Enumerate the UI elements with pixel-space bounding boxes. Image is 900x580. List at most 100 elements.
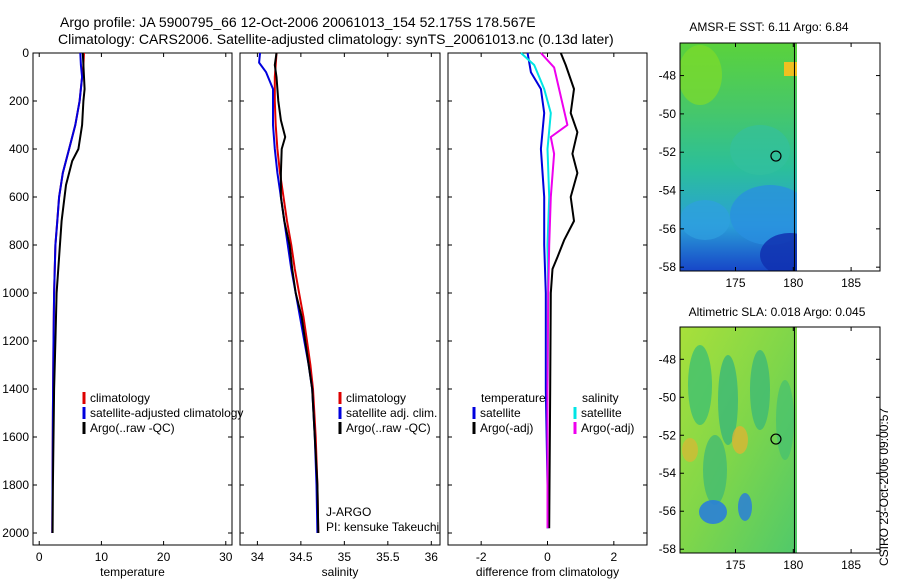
sst-mid-patch — [730, 125, 790, 175]
argo-location-marker — [770, 150, 782, 162]
x-tick-label: 35 — [338, 550, 352, 564]
legend-header-salinity: salinity — [582, 391, 619, 405]
temperature-legend: climatology satellite-adjusted climatolo… — [82, 391, 243, 435]
series-line — [258, 52, 319, 534]
legend-label: Argo(-adj) — [480, 421, 533, 435]
legend-label: Argo(-adj) — [581, 421, 634, 435]
y-tick-label: -52 — [659, 145, 677, 159]
sla-eddy — [738, 493, 752, 521]
y-tick-label: 800 — [9, 238, 29, 252]
legend-label: satellite — [480, 406, 521, 420]
plot-frame — [32, 52, 233, 546]
legend-label: climatology — [346, 391, 406, 405]
watermark: CSIRO 23-Oct-2006 09:00:57 — [877, 408, 891, 566]
series-line — [51, 52, 84, 534]
x-tick-label: 35.5 — [376, 550, 400, 564]
sst-cold-patch — [680, 200, 730, 240]
y-tick-label: 2000 — [2, 526, 29, 540]
x-axis-label: temperature — [100, 565, 165, 579]
y-tick-label: 0 — [22, 46, 29, 60]
y-tick-label: -58 — [659, 260, 677, 274]
y-tick-label: -50 — [659, 390, 677, 404]
sla-low-band — [688, 345, 712, 425]
y-tick-label: -48 — [659, 69, 677, 83]
sla-low-band — [718, 355, 738, 445]
y-tick-label: -58 — [659, 542, 677, 556]
argo-location-marker — [770, 433, 782, 445]
x-tick-label: 20 — [157, 550, 171, 564]
y-tick-label: 1000 — [2, 286, 29, 300]
difference-legend: temperature salinity satellite Argo(-adj… — [472, 391, 634, 435]
annotation-pi: PI: kensuke Takeuchi — [326, 520, 439, 534]
temperature-panel: 0 10 20 30 0 200 400 600 800 1000 1200 1400 1600 1800… — [2, 46, 232, 579]
series-line — [548, 52, 579, 529]
salinity-panel: 34 34.5 35 35.5 36 salinity — [239, 52, 441, 579]
sla-map: 175 180 185 -48 -50 -52 -54 -56 -58 — [659, 326, 881, 572]
legend-label: Argo(..raw -QC) — [90, 421, 175, 435]
y-tick-label: 600 — [9, 190, 29, 204]
y-tick-label: 1200 — [2, 334, 29, 348]
sst-warm-patch — [680, 45, 722, 105]
salinity-legend: climatology satellite adj. clim. Argo(..… — [326, 391, 439, 534]
y-tick-label: -54 — [659, 184, 677, 198]
plot-frame — [239, 52, 441, 546]
sst-map-axes: 175 180 185 -48 -50 -52 -54 -56 -58 — [659, 43, 880, 290]
series-line — [273, 52, 320, 534]
sla-map-axes: 175 180 185 -48 -50 -52 -54 -56 -58 — [659, 327, 880, 572]
x-tick-label: 2 — [610, 550, 617, 564]
x-tick-label: 185 — [841, 558, 861, 572]
legend-label: satellite-adjusted climatology — [90, 406, 243, 420]
x-tick-label: 34 — [251, 550, 265, 564]
sla-map-title: Altimetric SLA: 0.018 Argo: 0.045 — [689, 305, 866, 319]
y-tick-label: 1400 — [2, 382, 29, 396]
legend-header-temperature: temperature — [481, 391, 546, 405]
x-tick-label: 175 — [725, 276, 745, 290]
legend-label: satellite — [581, 406, 622, 420]
title-line-2: Climatology: CARS2006. Satellite-adjuste… — [58, 31, 614, 47]
sst-warm-spot — [784, 62, 797, 76]
title-line-1: Argo profile: JA 5900795_66 12-Oct-2006 … — [60, 14, 536, 30]
y-tick-label: 200 — [9, 94, 29, 108]
sst-cold-patch — [760, 233, 797, 271]
series-line — [526, 52, 549, 529]
x-axis-label: difference from climatology — [476, 565, 619, 579]
sst-map-title: AMSR-E SST: 6.11 Argo: 6.84 — [689, 20, 849, 34]
sla-high-spot — [682, 438, 698, 462]
x-tick-label: -2 — [476, 550, 487, 564]
x-tick-label: 36 — [425, 550, 439, 564]
x-tick-label: 0 — [36, 550, 43, 564]
y-tick-label: -56 — [659, 504, 677, 518]
sla-map-frame — [679, 326, 881, 554]
x-axis-label: salinity — [322, 565, 359, 579]
legend-label: climatology — [90, 391, 150, 405]
annotation-program: J-ARGO — [326, 505, 371, 519]
sla-low-band — [776, 380, 794, 460]
x-tick-label: 0 — [544, 550, 551, 564]
y-tick-label: -52 — [659, 428, 677, 442]
y-tick-label: -56 — [659, 222, 677, 236]
sst-map: 175 180 185 -48 -50 -52 -54 -56 -58 — [659, 42, 881, 290]
x-tick-label: 10 — [95, 550, 109, 564]
legend-label: Argo(..raw -QC) — [346, 421, 431, 435]
sla-eddy — [699, 500, 727, 524]
series-line — [51, 52, 86, 534]
y-tick-label: -48 — [659, 352, 677, 366]
x-tick-label: 185 — [841, 276, 861, 290]
x-tick-label: 175 — [725, 558, 745, 572]
sla-low-band — [750, 350, 770, 430]
y-tick-label: 1800 — [2, 478, 29, 492]
sst-map-frame — [679, 42, 881, 272]
y-tick-label: 1600 — [2, 430, 29, 444]
sla-low-band — [703, 435, 727, 505]
x-tick-label: 180 — [783, 276, 803, 290]
series-line — [540, 52, 569, 529]
x-tick-label: 30 — [219, 550, 233, 564]
x-tick-label: 34.5 — [289, 550, 313, 564]
sla-high-spot — [732, 426, 748, 454]
y-tick-label: -50 — [659, 107, 677, 121]
y-tick-label: 400 — [9, 142, 29, 156]
y-tick-label: -54 — [659, 466, 677, 480]
x-tick-label: 180 — [783, 558, 803, 572]
